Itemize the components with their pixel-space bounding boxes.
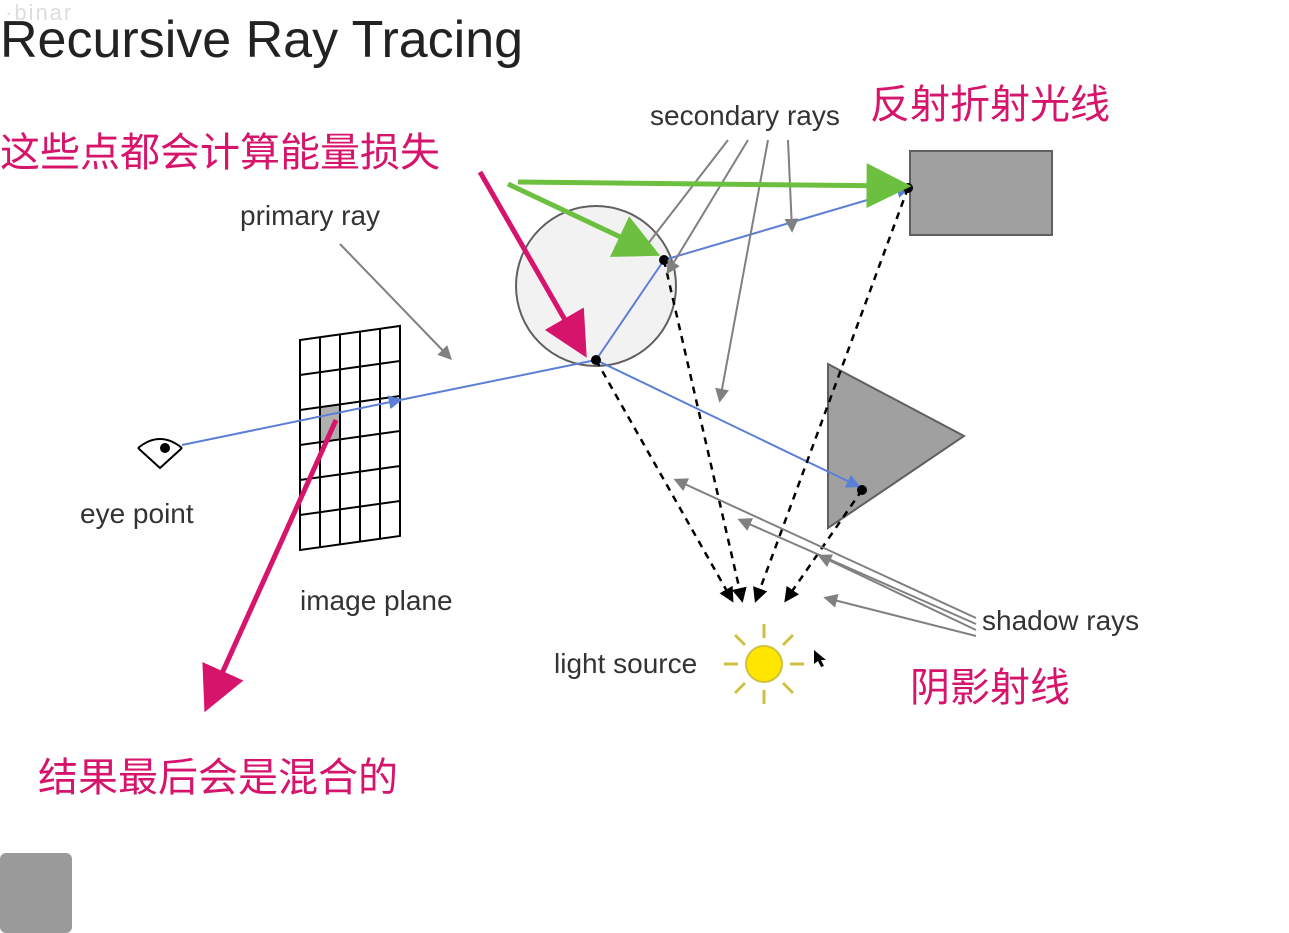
label-primary-ray: primary ray xyxy=(240,200,380,232)
annotation-energy-loss: 这些点都会计算能量损失 xyxy=(0,120,440,178)
annotation-arrow-result-mixed xyxy=(210,420,336,700)
label-secondary-rays: secondary rays xyxy=(650,100,840,132)
label-eye-point: eye point xyxy=(80,498,194,530)
label-light-source: light source xyxy=(554,648,697,680)
annotation-result-mixed: 结果最后会是混合的 xyxy=(38,745,398,803)
secondary-ray-to-rect xyxy=(664,188,908,260)
cursor-icon xyxy=(814,650,826,667)
label-image-plane: image plane xyxy=(300,585,453,617)
label-shadow-rays: shadow rays xyxy=(982,605,1139,637)
primary-ray-1 xyxy=(182,400,400,445)
image-plane-grid xyxy=(300,326,400,550)
corner-block xyxy=(0,853,72,933)
rect-object xyxy=(910,151,1052,235)
sun-icon xyxy=(724,624,804,704)
eye-icon xyxy=(138,439,182,468)
annotation-shadow-rays-cn: 阴影射线 xyxy=(910,655,1070,713)
annotation-arrow-green-2 xyxy=(518,182,898,186)
sphere-object xyxy=(516,206,676,366)
primary-ray-label-arrow xyxy=(340,244,450,358)
primary-ray-2 xyxy=(400,360,596,400)
annotation-reflect-refract: 反射折射光线 xyxy=(870,72,1110,130)
secondary-ray-to-triangle xyxy=(596,360,858,486)
triangle-object xyxy=(828,364,964,528)
